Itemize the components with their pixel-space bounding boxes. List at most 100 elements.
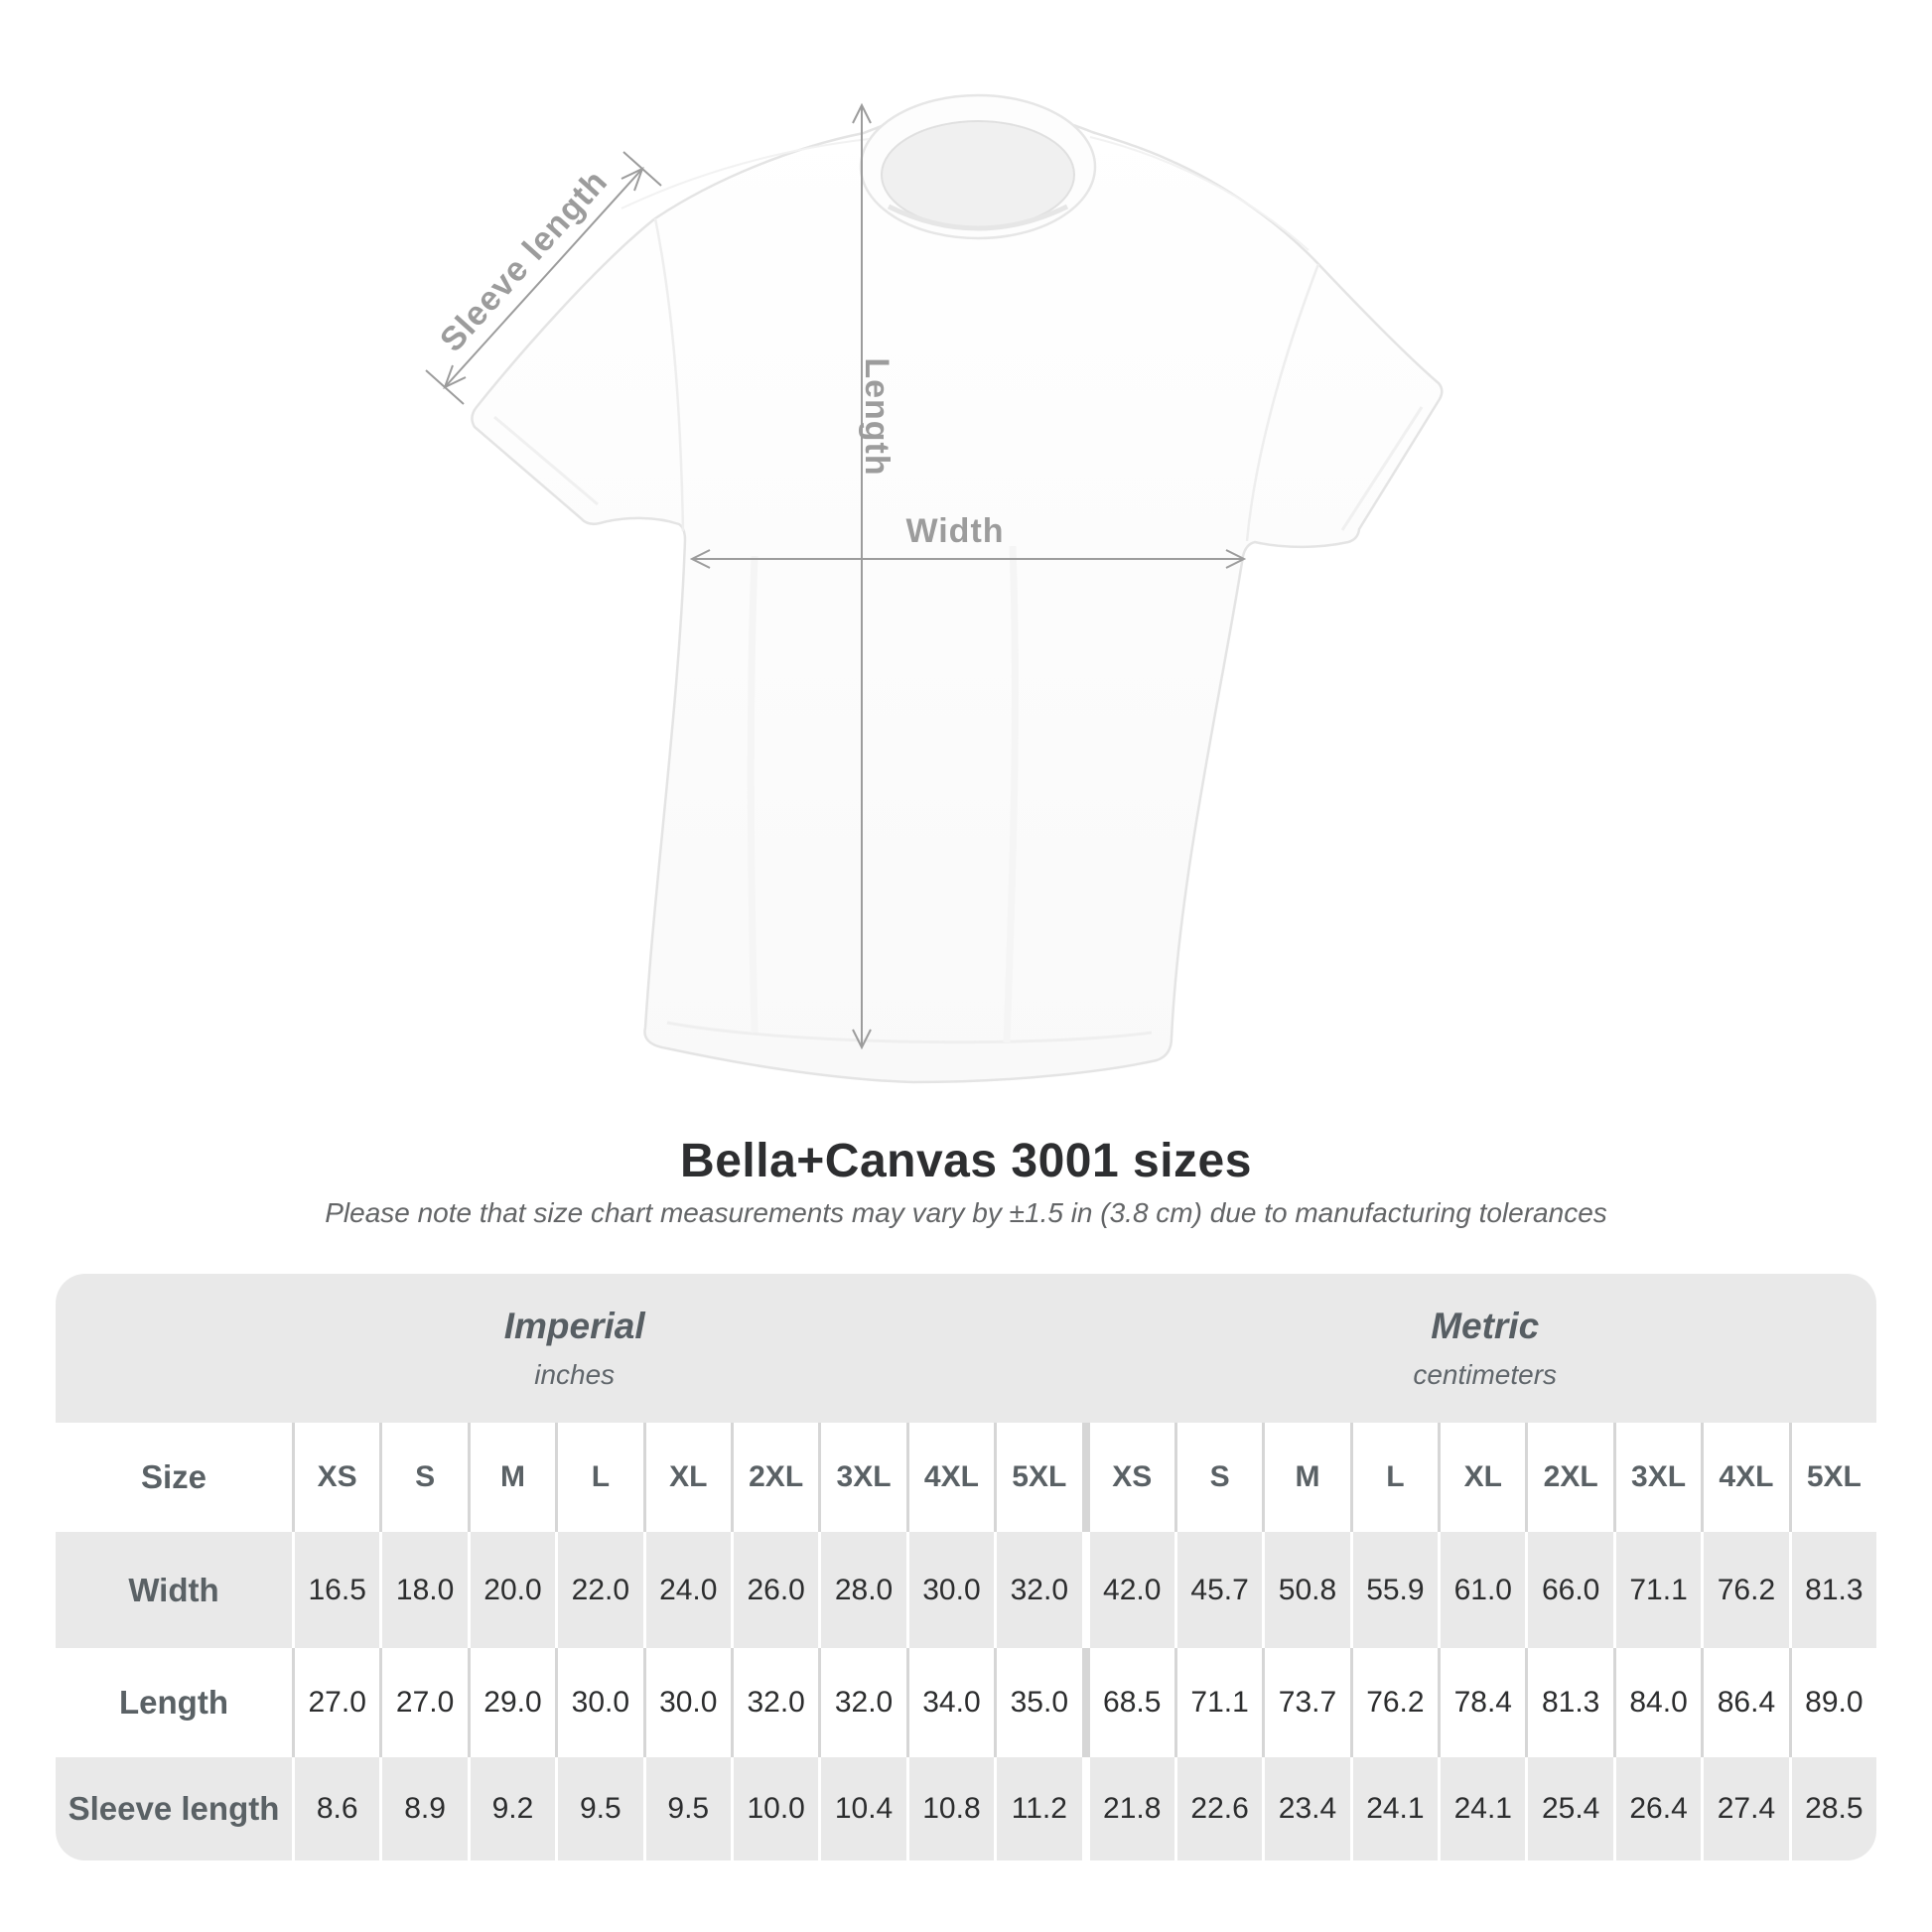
sleeve-length-row: Sleeve length 8.6 8.9 9.2 9.5 9.5 10.0 1… [56, 1757, 1876, 1861]
metric-label: Metric [1431, 1306, 1540, 1346]
width-imp-4xl: 30.0 [908, 1532, 995, 1648]
length-label: Length [858, 357, 896, 476]
sleeve-length-arrow [425, 151, 662, 405]
length-met-2xl: 81.3 [1528, 1648, 1613, 1757]
metric-section-header: Metric centimeters [1093, 1274, 1876, 1423]
width-met-xs: 42.0 [1089, 1532, 1174, 1648]
width-imp-xs: 16.5 [295, 1532, 380, 1648]
sleeve-imp-5xl: 11.2 [997, 1757, 1082, 1861]
width-row: Width 16.5 18.0 20.0 22.0 24.0 26.0 28.0… [56, 1532, 1877, 1648]
sleeve-met-l: 24.1 [1352, 1757, 1439, 1861]
sleeve-met-3xl: 26.4 [1615, 1757, 1702, 1861]
metric-size-2xl: 2XL [1528, 1423, 1613, 1532]
collar-opening [881, 120, 1075, 229]
width-label: Width [905, 512, 1004, 550]
width-imp-5xl: 32.0 [997, 1532, 1082, 1648]
table-unit-header: Imperial inches Metric centimeters [56, 1274, 1876, 1423]
imperial-size-xl: XL [645, 1423, 731, 1532]
width-imp-s: 18.0 [382, 1532, 468, 1648]
length-imp-4xl: 34.0 [908, 1648, 995, 1757]
width-met-xl: 61.0 [1441, 1532, 1526, 1648]
imperial-size-2xl: 2XL [733, 1423, 819, 1532]
sleeve-met-xl: 24.1 [1441, 1757, 1526, 1861]
imperial-section-header: Imperial inches [56, 1274, 1093, 1423]
length-imp-s: 27.0 [382, 1648, 468, 1757]
width-imp-2xl: 26.0 [733, 1532, 819, 1648]
sleeve-met-2xl: 25.4 [1528, 1757, 1613, 1861]
imperial-size-3xl: 3XL [821, 1423, 906, 1532]
tshirt-image [471, 93, 1444, 1084]
tshirt-measurement-diagram: Length Width Sleeve length [425, 93, 1444, 1084]
width-row-label: Width [56, 1532, 292, 1648]
imperial-size-4xl: 4XL [908, 1423, 995, 1532]
length-imp-2xl: 32.0 [733, 1648, 819, 1757]
page-title: Bella+Canvas 3001 sizes [680, 1135, 1252, 1187]
imperial-size-l: L [558, 1423, 643, 1532]
metric-size-3xl: 3XL [1615, 1423, 1702, 1532]
sleeve-met-4xl: 27.4 [1704, 1757, 1789, 1861]
length-arrow [852, 102, 872, 1050]
length-imp-l: 30.0 [558, 1648, 643, 1757]
metric-size-5xl: 5XL [1791, 1423, 1877, 1532]
sleeve-imp-xs: 8.6 [295, 1757, 380, 1861]
length-imp-xs: 27.0 [295, 1648, 380, 1757]
length-imp-m: 29.0 [470, 1648, 556, 1757]
length-met-s: 71.1 [1176, 1648, 1263, 1757]
length-met-3xl: 84.0 [1615, 1648, 1702, 1757]
metric-size-xs: XS [1089, 1423, 1174, 1532]
page-subtitle: Please note that size chart measurements… [325, 1197, 1607, 1228]
length-met-5xl: 89.0 [1791, 1648, 1877, 1757]
sleeve-imp-2xl: 10.0 [733, 1757, 819, 1861]
sleeve-met-m: 23.4 [1265, 1757, 1350, 1861]
metric-size-m: M [1265, 1423, 1350, 1532]
length-row: Length 27.0 27.0 29.0 30.0 30.0 32.0 32.… [56, 1648, 1877, 1757]
sleeve-met-s: 22.6 [1176, 1757, 1263, 1861]
width-met-s: 45.7 [1176, 1532, 1263, 1648]
metric-size-xl: XL [1441, 1423, 1526, 1532]
sleeve-imp-4xl: 10.8 [908, 1757, 995, 1861]
length-row-label: Length [56, 1648, 292, 1757]
size-corner-header: Size [56, 1423, 292, 1532]
metric-size-s: S [1176, 1423, 1263, 1532]
width-imp-xl: 24.0 [645, 1532, 731, 1648]
length-imp-xl: 30.0 [645, 1648, 731, 1757]
sleeve-row-label: Sleeve length [56, 1757, 292, 1861]
sleeve-imp-l: 9.5 [558, 1757, 643, 1861]
imperial-size-s: S [382, 1423, 468, 1532]
length-imp-5xl: 35.0 [997, 1648, 1082, 1757]
size-table: Imperial inches Metric centimeters Size … [56, 1274, 1877, 1861]
width-imp-3xl: 28.0 [821, 1532, 906, 1648]
width-met-m: 50.8 [1265, 1532, 1350, 1648]
length-met-4xl: 86.4 [1704, 1648, 1789, 1757]
width-met-3xl: 71.1 [1615, 1532, 1702, 1648]
width-arrow [689, 549, 1247, 569]
sleeve-imp-xl: 9.5 [645, 1757, 731, 1861]
width-met-4xl: 76.2 [1704, 1532, 1789, 1648]
sleeve-imp-s: 8.9 [382, 1757, 468, 1861]
sleeve-met-5xl: 28.5 [1791, 1757, 1876, 1861]
length-met-xl: 78.4 [1441, 1648, 1526, 1757]
imperial-size-xs: XS [295, 1423, 380, 1532]
imperial-size-5xl: 5XL [997, 1423, 1082, 1532]
metric-size-l: L [1352, 1423, 1439, 1532]
width-met-5xl: 81.3 [1791, 1532, 1877, 1648]
length-met-m: 73.7 [1265, 1648, 1350, 1757]
imperial-unit-label: inches [534, 1359, 616, 1390]
width-met-l: 55.9 [1352, 1532, 1439, 1648]
width-imp-l: 22.0 [558, 1532, 643, 1648]
metric-unit-label: centimeters [1413, 1359, 1558, 1390]
sleeve-met-xs: 21.8 [1089, 1757, 1174, 1861]
width-met-2xl: 66.0 [1528, 1532, 1613, 1648]
imperial-size-m: M [470, 1423, 556, 1532]
width-imp-m: 20.0 [470, 1532, 556, 1648]
length-met-xs: 68.5 [1089, 1648, 1174, 1757]
imperial-label: Imperial [503, 1306, 645, 1346]
sleeve-imp-m: 9.2 [470, 1757, 556, 1861]
sleeve-imp-3xl: 10.4 [821, 1757, 906, 1861]
length-imp-3xl: 32.0 [821, 1648, 906, 1757]
metric-size-4xl: 4XL [1704, 1423, 1789, 1532]
size-header-row: Size XS S M L XL 2XL 3XL 4XL 5XL XS S M … [56, 1423, 1877, 1532]
collar-shadow [887, 204, 1069, 231]
length-met-l: 76.2 [1352, 1648, 1439, 1757]
